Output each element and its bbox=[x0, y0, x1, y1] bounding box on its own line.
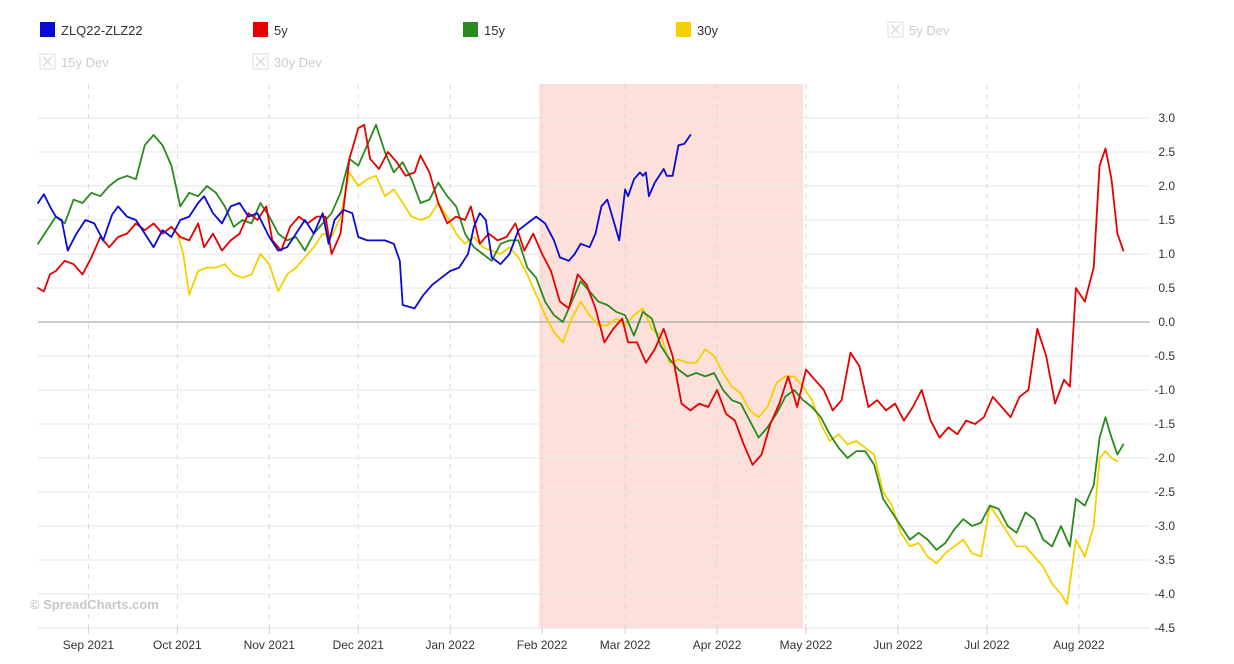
x-tick-label: Sep 2021 bbox=[63, 638, 115, 652]
disabled-x-icon bbox=[255, 56, 266, 67]
x-tick-label: Jun 2022 bbox=[873, 638, 923, 652]
x-tick-label: Jul 2022 bbox=[964, 638, 1010, 652]
legend-label: 30y bbox=[697, 23, 718, 38]
y-tick-label: -2.0 bbox=[1154, 451, 1175, 465]
y-tick-label: 1.5 bbox=[1158, 213, 1175, 227]
legend-label: ZLQ22-ZLZ22 bbox=[61, 23, 143, 38]
x-gridlines bbox=[87, 84, 1080, 634]
y-tick-label: 0.0 bbox=[1158, 315, 1175, 329]
legend-item-4[interactable]: 30y bbox=[676, 22, 718, 38]
legend-item-3[interactable]: 15y bbox=[463, 22, 505, 38]
y-tick-label: -3.5 bbox=[1154, 553, 1175, 567]
legend-label: 5y Dev bbox=[909, 23, 950, 38]
legend: ZLQ22-ZLZ22 5y 15y 30y 5y Dev 15y Dev 30y Dev bbox=[39, 21, 950, 70]
legend-item-2[interactable]: 5y bbox=[253, 22, 288, 38]
y-tick-label: -2.5 bbox=[1154, 485, 1175, 499]
x-tick-label: Oct 2021 bbox=[153, 638, 202, 652]
x-tick-label: Jan 2022 bbox=[425, 638, 475, 652]
x-tick-label: Feb 2022 bbox=[517, 638, 568, 652]
y-tick-label: 2.0 bbox=[1158, 179, 1175, 193]
disabled-x-icon bbox=[890, 24, 901, 35]
y-tick-label: 2.5 bbox=[1158, 145, 1175, 159]
y-tick-label: -1.0 bbox=[1154, 383, 1175, 397]
legend-item-1[interactable]: ZLQ22-ZLZ22 bbox=[40, 22, 143, 38]
series-line-zlq22-zlz22 bbox=[37, 134, 692, 310]
y-tick-label: -4.0 bbox=[1154, 587, 1175, 601]
legend-swatch bbox=[40, 22, 55, 37]
x-tick-label: Mar 2022 bbox=[600, 638, 651, 652]
y-tick-label: -0.5 bbox=[1154, 349, 1175, 363]
legend-label: 15y Dev bbox=[61, 55, 109, 70]
legend-item-6[interactable]: 15y Dev bbox=[39, 53, 109, 70]
legend-swatch bbox=[253, 22, 268, 37]
watermark: © SpreadCharts.com bbox=[30, 597, 159, 612]
legend-label: 5y bbox=[274, 23, 288, 38]
x-tick-label: Aug 2022 bbox=[1053, 638, 1105, 652]
y-tick-label: -3.0 bbox=[1154, 519, 1175, 533]
legend-swatch bbox=[676, 22, 691, 37]
x-tick-label: May 2022 bbox=[780, 638, 833, 652]
y-tick-label: -4.5 bbox=[1154, 621, 1175, 635]
x-tick-label: Dec 2021 bbox=[333, 638, 385, 652]
legend-label: 15y bbox=[484, 23, 505, 38]
legend-label: 30y Dev bbox=[274, 55, 322, 70]
legend-swatch bbox=[463, 22, 478, 37]
legend-item-7[interactable]: 30y Dev bbox=[252, 53, 322, 70]
disabled-x-icon bbox=[42, 56, 53, 67]
legend-item-5[interactable]: 5y Dev bbox=[887, 21, 950, 38]
y-tick-label: -1.5 bbox=[1154, 417, 1175, 431]
series-line-5y bbox=[37, 123, 1125, 466]
y-gridlines bbox=[38, 117, 1150, 629]
series-lines bbox=[37, 123, 1125, 606]
y-axis-labels: 3.0 2.5 2.0 1.5 1.0 0.5 0.0 -0.5 -1.0 -1.5 -2.0 -2.… bbox=[1154, 111, 1175, 635]
y-tick-label: 3.0 bbox=[1158, 111, 1175, 125]
x-tick-label: Apr 2022 bbox=[693, 638, 742, 652]
x-tick-label: Nov 2021 bbox=[244, 638, 296, 652]
series-line-30y bbox=[176, 171, 1119, 606]
y-tick-label: 1.0 bbox=[1158, 247, 1175, 261]
y-tick-label: 0.5 bbox=[1158, 281, 1175, 295]
x-axis-labels: Sep 2021 Oct 2021 Nov 2021 Dec 2021 Jan 2022… bbox=[63, 638, 1105, 652]
